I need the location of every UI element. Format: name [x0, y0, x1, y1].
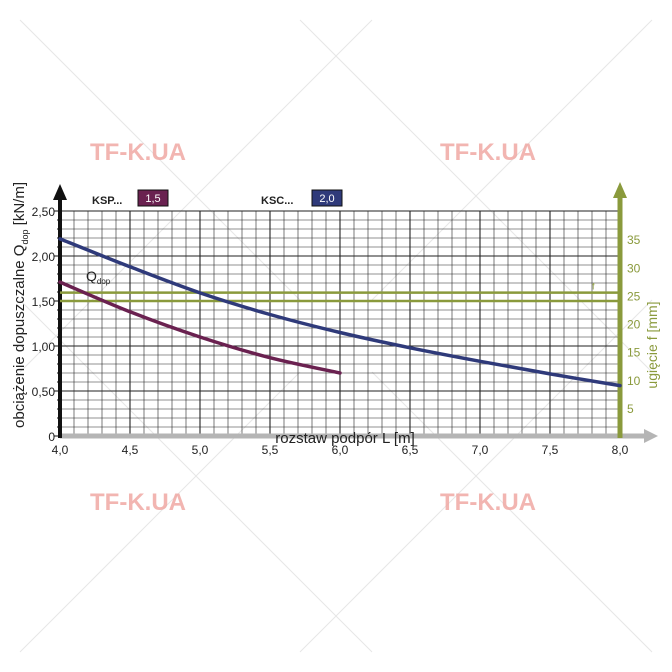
watermarks: TF-K.UA TF-K.UA TF-K.UA TF-K.UA	[90, 139, 536, 516]
watermark-top-left: TF-K.UA	[90, 139, 186, 166]
x-tick-label: 5,0	[192, 443, 209, 457]
y-axis-label-unit: [kN/m]	[11, 182, 28, 230]
legend-name-ksp: KSP...	[92, 195, 122, 207]
background-diagonal-line	[19, 19, 301, 301]
x-axis-arrow-icon	[644, 429, 658, 443]
grid	[59, 210, 621, 437]
y-tick-label: 2,50	[32, 205, 56, 219]
curve-label-main: Q	[86, 268, 97, 284]
background-diagonal-line	[299, 19, 653, 373]
y-tick-label: 2,00	[32, 250, 56, 264]
y2-axis-arrow-icon	[613, 182, 627, 198]
background-diagonal-line	[19, 19, 373, 373]
legend-value-ksc: 2,0	[319, 193, 334, 205]
deflection-marker: f	[592, 282, 595, 292]
legend-swatch-ksp	[137, 189, 169, 207]
y2-tick-label: 20	[627, 318, 641, 332]
background-diagonal-line	[371, 371, 653, 653]
y2-tick-label: 5	[627, 402, 634, 416]
series-line-ksc	[58, 237, 622, 388]
background-diagonals	[19, 19, 653, 653]
y-axis-arrow-icon	[53, 184, 67, 200]
x-tick-label: 8,0	[612, 443, 629, 457]
y2-tick-label: 10	[627, 374, 641, 388]
x-tick-label: 6,0	[332, 443, 349, 457]
x-axis-label: rozstaw podpór L [m]	[275, 430, 415, 447]
series	[58, 237, 622, 388]
tick-labels: 4,0 4,5 5,0 5,5 6,0 6,5 7,0 7,5 8,0 0 0,50 1,00 1,50…	[32, 205, 641, 457]
background-diagonal-line	[19, 371, 301, 653]
legend-value-ksp: 1,5	[145, 193, 160, 205]
y-tick-label: 0	[48, 430, 55, 444]
y2-tick-label: 30	[627, 261, 641, 275]
legend: KSP... 1,5 KSC... 2,0	[92, 189, 343, 207]
x-tick-label: 5,5	[262, 443, 279, 457]
curve-label-sub: dop	[97, 277, 111, 286]
y-axis-label: obciążenie dopuszczalne Qdop [kN/m]	[11, 182, 30, 428]
y-tick-label: 0,50	[32, 385, 56, 399]
x-tick-label: 6,5	[402, 443, 419, 457]
x-tick-label: 7,0	[472, 443, 489, 457]
x-tick-label: 7,5	[542, 443, 559, 457]
y2-tick-label: 25	[627, 289, 641, 303]
y-tick-label: 1,00	[32, 340, 56, 354]
background-diagonal-line	[299, 299, 653, 653]
background-diagonal-line	[371, 19, 653, 301]
x-tick-label: 4,0	[52, 443, 69, 457]
y2-tick-label: 15	[627, 346, 641, 360]
axis-labels: rozstaw podpór L [m] obciążenie dopuszcz…	[11, 182, 660, 447]
y-axis-label-main: obciążenie dopuszczalne Q	[11, 245, 28, 428]
curve-label: Qdop	[86, 268, 111, 286]
y2-axis-label: ugięcie f [mm]	[644, 301, 660, 388]
legend-name-ksc: KSC...	[261, 195, 293, 207]
y-tick-label: 1,50	[32, 295, 56, 309]
y-axis-label-sub: dop	[20, 230, 30, 245]
x-tick-label: 4,5	[122, 443, 139, 457]
legend-swatch-ksc	[311, 189, 343, 207]
series-line-ksp	[58, 280, 342, 375]
background-diagonal-line	[19, 299, 373, 653]
watermark-bottom-left: TF-K.UA	[90, 489, 186, 516]
y2-tick-label: 35	[627, 233, 641, 247]
deflection-band: f	[60, 282, 620, 303]
watermark-top-right: TF-K.UA	[440, 139, 536, 166]
watermark-bottom-right: TF-K.UA	[440, 489, 536, 516]
